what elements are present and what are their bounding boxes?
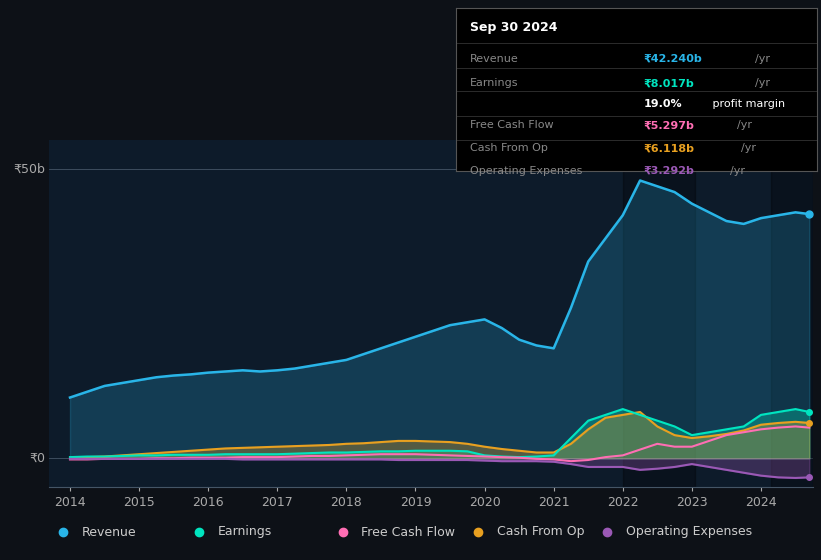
Text: 19.0%: 19.0% (644, 99, 682, 109)
Text: ₹42.240b: ₹42.240b (644, 54, 702, 64)
Text: Free Cash Flow: Free Cash Flow (470, 120, 553, 130)
Bar (772, 140, 813, 487)
Text: profit margin: profit margin (709, 99, 785, 109)
Text: /yr: /yr (741, 143, 756, 153)
Text: Revenue: Revenue (82, 525, 136, 539)
Bar (623, 140, 695, 487)
Text: ₹0: ₹0 (30, 452, 45, 465)
Text: Cash From Op: Cash From Op (470, 143, 548, 153)
Text: Free Cash Flow: Free Cash Flow (361, 525, 456, 539)
Text: Operating Expenses: Operating Expenses (470, 166, 582, 176)
Text: Cash From Op: Cash From Op (498, 525, 585, 539)
Text: /yr: /yr (737, 120, 752, 130)
Text: /yr: /yr (730, 166, 745, 176)
Text: Operating Expenses: Operating Expenses (626, 525, 752, 539)
Text: Sep 30 2024: Sep 30 2024 (470, 21, 557, 34)
Text: ₹5.297b: ₹5.297b (644, 120, 695, 130)
Text: /yr: /yr (755, 54, 770, 64)
Text: ₹6.118b: ₹6.118b (644, 143, 695, 153)
Text: ₹50b: ₹50b (14, 162, 45, 175)
Text: /yr: /yr (755, 78, 770, 88)
Text: ₹8.017b: ₹8.017b (644, 78, 695, 88)
Text: ₹3.292b: ₹3.292b (644, 166, 695, 176)
Text: Earnings: Earnings (218, 525, 272, 539)
Text: Revenue: Revenue (470, 54, 519, 64)
Text: Earnings: Earnings (470, 78, 519, 88)
